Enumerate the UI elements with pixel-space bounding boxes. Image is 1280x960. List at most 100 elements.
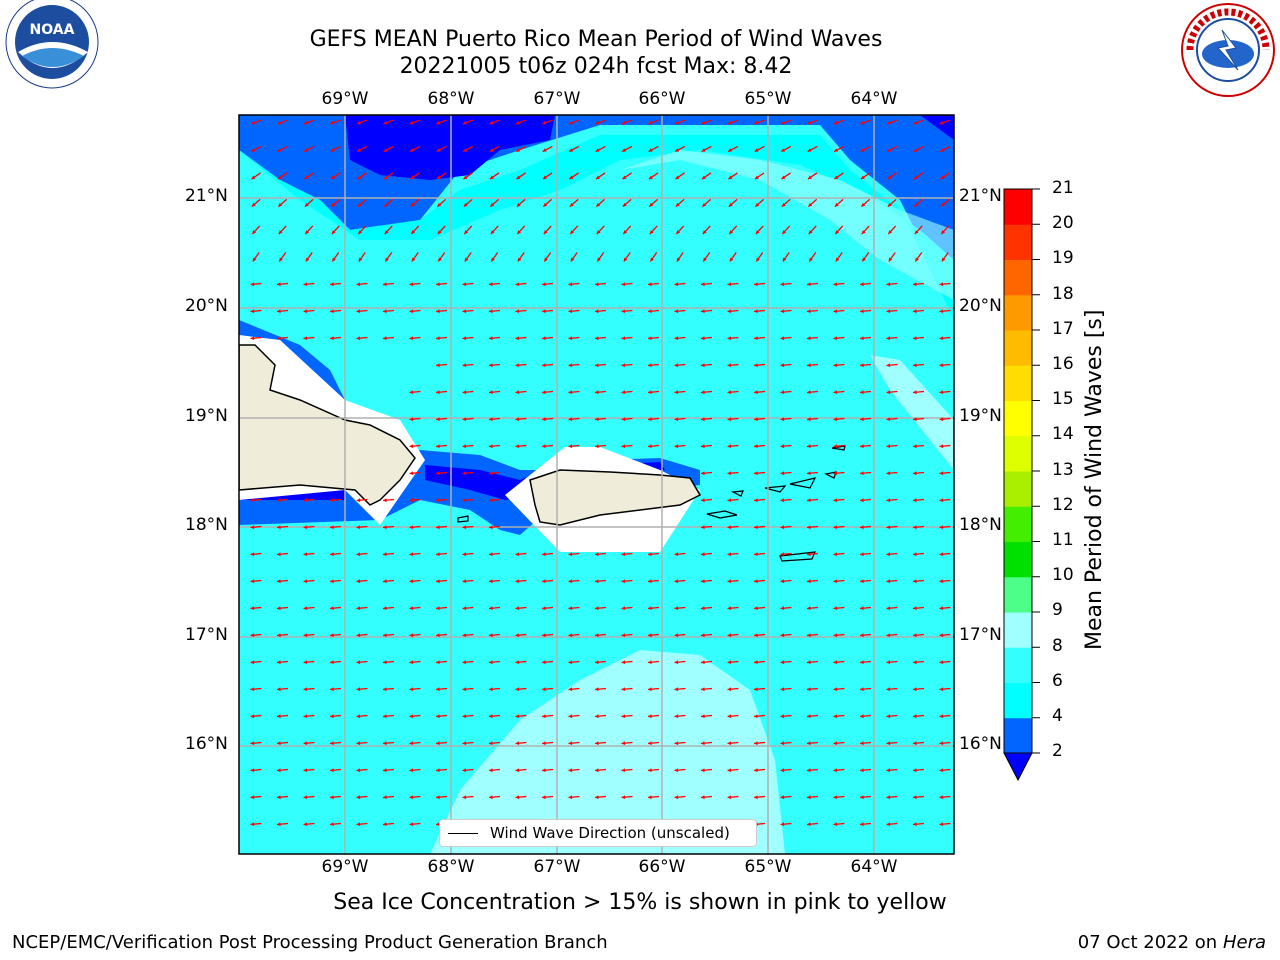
wind-wave-arrowhead bbox=[330, 579, 334, 584]
wind-wave-arrowhead bbox=[860, 552, 864, 557]
wind-wave-arrowhead bbox=[782, 257, 787, 262]
wind-wave-arrowhead bbox=[727, 660, 732, 665]
wind-wave-arrowhead bbox=[701, 282, 705, 287]
wind-wave-arrowhead bbox=[808, 202, 813, 207]
wind-wave-arrowhead bbox=[356, 336, 361, 341]
wind-wave-arrowhead bbox=[330, 525, 334, 530]
wind-wave-arrowhead bbox=[701, 309, 705, 314]
nws-logo bbox=[1181, 3, 1275, 97]
wind-wave-arrowhead bbox=[807, 606, 811, 611]
colorbar-tick: 12 bbox=[1052, 495, 1074, 515]
wind-wave-arrowhead bbox=[754, 417, 758, 422]
wind-wave-arrowhead bbox=[701, 795, 705, 800]
wind-wave-arrowhead bbox=[886, 579, 891, 584]
wind-wave-arrowhead bbox=[568, 687, 573, 692]
wind-wave-arrowhead bbox=[701, 148, 706, 152]
wind-wave-arrowhead bbox=[278, 230, 283, 235]
wind-wave-direction-arrows bbox=[250, 119, 951, 827]
wind-wave-arrowhead bbox=[356, 768, 361, 773]
wind-wave-arrowhead bbox=[490, 230, 495, 235]
wind-wave-arrowhead bbox=[409, 471, 414, 476]
wind-wave-arrowhead bbox=[383, 795, 387, 800]
wind-wave-arrowhead bbox=[621, 309, 626, 314]
wind-wave-arrowhead bbox=[330, 714, 334, 719]
wind-wave-arrowhead bbox=[356, 687, 361, 692]
wind-wave-arrowhead bbox=[277, 579, 281, 584]
wind-wave-arrowhead bbox=[462, 552, 467, 557]
lat-label-right: 21°N bbox=[959, 186, 1002, 206]
wind-wave-arrowhead bbox=[780, 282, 785, 287]
wind-wave-arrowhead bbox=[462, 795, 467, 800]
wind-wave-arrowhead bbox=[569, 202, 574, 207]
wind-wave-arrowhead bbox=[648, 768, 652, 773]
wind-wave-arrowhead bbox=[807, 660, 811, 665]
wind-wave-arrowhead bbox=[755, 202, 760, 207]
wind-wave-arrowhead bbox=[780, 687, 785, 692]
wind-wave-arrowhead bbox=[462, 444, 467, 449]
wind-wave-arrowhead bbox=[860, 309, 864, 314]
wind-wave-arrowhead bbox=[356, 714, 361, 719]
colorbar-extend-arrow bbox=[1003, 752, 1033, 782]
wind-wave-arrowhead bbox=[409, 309, 414, 314]
lon-label-bottom: 67°W bbox=[533, 857, 581, 877]
wind-wave-arrowhead bbox=[701, 120, 706, 125]
wind-wave-arrowhead bbox=[833, 336, 838, 341]
wind-wave-arrowhead bbox=[780, 795, 785, 800]
wind-wave-arrowhead bbox=[886, 741, 891, 746]
wind-wave-arrowhead bbox=[516, 202, 521, 207]
wind-wave-arrowhead bbox=[860, 175, 865, 180]
wind-wave-arrowhead bbox=[727, 498, 732, 503]
wind-wave-arrowhead bbox=[436, 552, 440, 557]
wind-wave-arrowhead bbox=[543, 230, 548, 235]
wind-wave-arrowhead bbox=[913, 714, 917, 719]
wind-wave-arrowhead bbox=[383, 525, 387, 530]
wind-wave-arrowhead bbox=[833, 120, 838, 125]
wind-wave-arrowhead bbox=[250, 714, 255, 719]
wind-wave-arrowhead bbox=[330, 606, 334, 611]
wind-wave-arrowhead bbox=[330, 633, 334, 638]
wind-wave-arrowhead bbox=[780, 417, 785, 422]
wind-wave-arrowhead bbox=[409, 660, 414, 665]
wind-wave-arrowhead bbox=[436, 282, 440, 287]
wind-wave-arrowhead bbox=[489, 309, 493, 314]
wind-wave-arrowhead bbox=[303, 795, 308, 800]
wind-wave-arrowhead bbox=[939, 525, 944, 530]
wind-wave-arrowhead bbox=[595, 606, 599, 611]
wind-wave-arrowhead bbox=[701, 741, 705, 746]
wind-wave-arrowhead bbox=[277, 552, 281, 557]
wind-wave-arrowhead bbox=[675, 175, 680, 180]
wind-wave-arrowhead bbox=[621, 390, 626, 395]
wind-wave-arrowhead bbox=[807, 822, 811, 827]
wind-wave-arrowhead bbox=[356, 795, 361, 800]
wind-wave-arrowhead bbox=[780, 606, 785, 611]
wind-wave-arrowhead bbox=[595, 417, 599, 422]
colorbar-tick: 8 bbox=[1052, 636, 1063, 656]
wind-wave-arrowhead bbox=[462, 120, 467, 125]
wind-wave-arrowhead bbox=[861, 202, 866, 207]
wind-wave-arrowhead bbox=[727, 363, 732, 368]
wind-wave-arrowhead bbox=[356, 525, 361, 530]
wind-wave-arrowhead bbox=[489, 660, 493, 665]
wind-wave-arrowhead bbox=[250, 498, 255, 503]
wind-wave-arrowhead bbox=[568, 282, 573, 287]
wind-wave-arrowhead bbox=[941, 257, 946, 262]
wind-wave-arrowhead bbox=[648, 175, 653, 180]
wind-wave-arrowhead bbox=[462, 633, 467, 638]
wind-wave-arrowhead bbox=[595, 309, 599, 314]
wind-wave-arrowhead bbox=[939, 120, 944, 125]
wind-wave-arrowhead bbox=[648, 687, 652, 692]
colorbar-segment bbox=[1004, 259, 1032, 296]
wind-wave-arrowhead bbox=[330, 148, 335, 152]
wind-wave-arrowhead bbox=[383, 714, 387, 719]
wind-wave-arrowhead bbox=[727, 687, 732, 692]
wind-wave-arrowhead bbox=[780, 579, 785, 584]
wind-wave-arrowhead bbox=[809, 257, 813, 262]
wind-wave-arrowhead bbox=[409, 525, 414, 530]
wind-wave-arrowhead bbox=[568, 552, 573, 557]
wind-wave-arrowhead bbox=[250, 633, 255, 638]
wind-wave-arrowhead bbox=[489, 714, 493, 719]
wind-wave-arrowhead bbox=[886, 336, 891, 341]
wind-wave-arrowhead bbox=[383, 309, 387, 314]
wind-wave-arrowhead bbox=[517, 257, 522, 262]
wind-wave-arrowhead bbox=[595, 660, 599, 665]
